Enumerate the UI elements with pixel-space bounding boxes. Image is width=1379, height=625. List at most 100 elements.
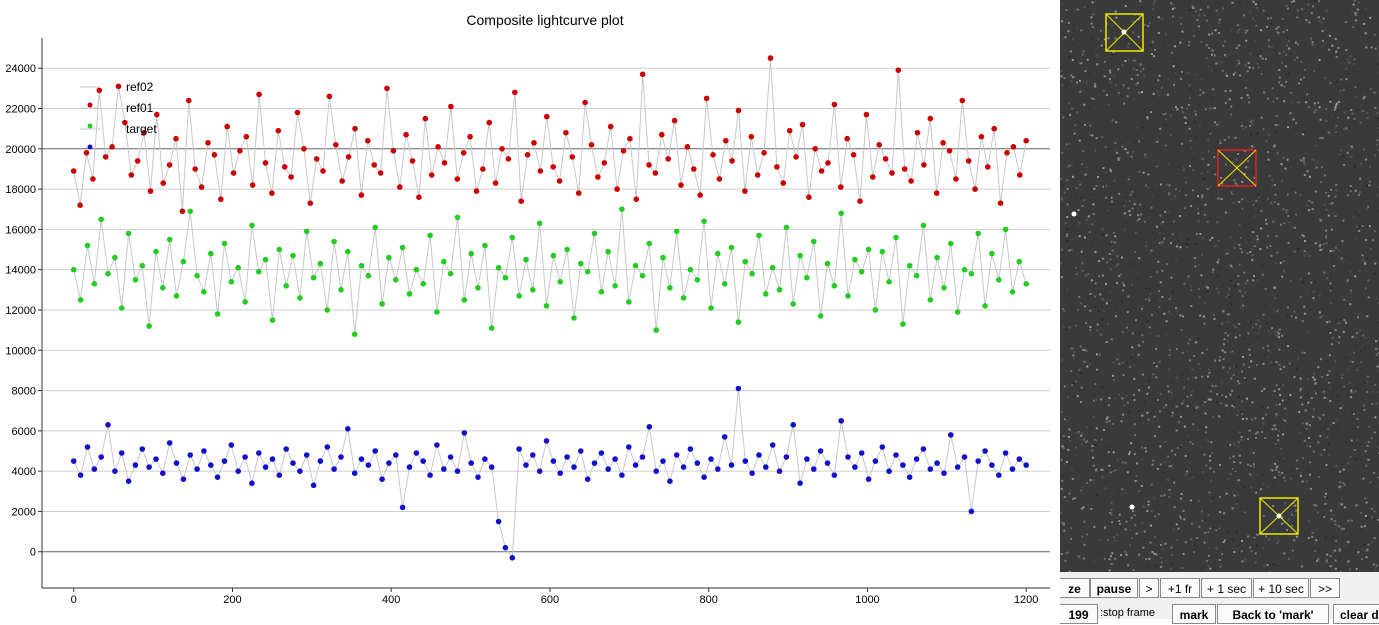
- data-point-target: [235, 468, 241, 474]
- data-point-ref02: [710, 152, 716, 158]
- data-point-ref01: [557, 279, 563, 285]
- data-point-ref02: [1023, 138, 1029, 144]
- data-point-target: [640, 454, 646, 460]
- data-point-target: [900, 462, 906, 468]
- data-point-ref02: [723, 138, 729, 144]
- data-point-ref02: [729, 158, 735, 164]
- data-point-target: [688, 446, 694, 452]
- data-point-ref02: [774, 164, 780, 170]
- data-point-target: [311, 483, 317, 489]
- data-point-ref01: [866, 247, 872, 253]
- data-point-target: [475, 474, 481, 480]
- data-point-target: [825, 460, 831, 466]
- data-point-target: [948, 432, 954, 438]
- data-point-ref01: [825, 261, 831, 267]
- data-point-target: [784, 454, 790, 460]
- data-point-target: [852, 464, 858, 470]
- data-point-target: [770, 442, 776, 448]
- data-point-ref02: [199, 184, 205, 190]
- data-point-target: [907, 474, 913, 480]
- data-point-target: [777, 468, 783, 474]
- data-point-ref01: [352, 331, 358, 337]
- marker-ref02[interactable]: [1106, 14, 1143, 51]
- freeze-button[interactable]: ze: [1060, 578, 1090, 598]
- data-point-ref01: [441, 259, 447, 265]
- plus-one-sec-button[interactable]: + 1 sec: [1201, 578, 1252, 598]
- data-point-ref02: [288, 174, 294, 180]
- data-point-ref02: [614, 186, 620, 192]
- data-point-ref02: [646, 162, 652, 168]
- data-point-ref01: [722, 281, 728, 287]
- pause-button[interactable]: pause: [1090, 578, 1138, 598]
- data-point-ref01: [208, 251, 214, 257]
- data-point-target: [359, 456, 365, 462]
- data-point-ref02: [244, 134, 250, 140]
- data-point-ref02: [787, 128, 793, 134]
- data-point-ref02: [333, 142, 339, 148]
- data-point-ref01: [605, 249, 611, 255]
- playback-controls: ze pause > +1 fr + 1 sec + 10 sec >> 199…: [1060, 572, 1379, 619]
- data-point-target: [681, 464, 687, 470]
- next-button[interactable]: >: [1139, 578, 1159, 598]
- data-point-target: [880, 444, 886, 450]
- data-point-ref02: [77, 202, 83, 208]
- data-point-target: [496, 519, 502, 525]
- data-point-ref01: [1017, 259, 1023, 265]
- stop-frame-input[interactable]: 199: [1060, 604, 1098, 624]
- data-point-target: [242, 454, 248, 460]
- data-point-ref02: [160, 180, 166, 186]
- data-point-ref01: [674, 229, 680, 235]
- data-point-target: [715, 466, 721, 472]
- marker-ref01[interactable]: [1260, 498, 1298, 534]
- data-point-target: [599, 450, 605, 456]
- data-point-ref01: [619, 206, 625, 212]
- data-point-target: [845, 454, 851, 460]
- back-to-mark-button[interactable]: Back to 'mark': [1217, 604, 1329, 624]
- fast-forward-button[interactable]: >>: [1310, 578, 1340, 598]
- data-point-ref01: [468, 251, 474, 257]
- plus-one-frame-button[interactable]: +1 fr: [1160, 578, 1200, 598]
- data-point-ref02: [653, 170, 659, 176]
- data-point-ref02: [806, 194, 812, 200]
- data-point-ref01: [578, 261, 584, 267]
- data-point-ref01: [140, 263, 146, 269]
- data-point-ref01: [852, 257, 858, 263]
- data-point-ref02: [832, 102, 838, 108]
- data-point-ref02: [844, 136, 850, 142]
- data-point-target: [866, 476, 872, 482]
- data-point-ref02: [953, 176, 959, 182]
- mark-button[interactable]: mark: [1172, 604, 1216, 624]
- data-point-target: [893, 452, 899, 458]
- marker-target[interactable]: [1218, 150, 1256, 186]
- data-point-target: [167, 440, 173, 446]
- data-point-ref01: [640, 273, 646, 279]
- data-point-ref02: [979, 134, 985, 140]
- clear-button[interactable]: clear d: [1333, 604, 1379, 624]
- data-point-target: [318, 458, 324, 464]
- data-point-ref02: [902, 166, 908, 172]
- data-point-ref02: [761, 150, 767, 156]
- data-point-ref02: [397, 184, 403, 190]
- data-point-ref02: [263, 160, 269, 166]
- data-point-ref02: [314, 156, 320, 162]
- data-point-ref01: [345, 249, 351, 255]
- data-point-target: [571, 464, 577, 470]
- data-point-ref01: [85, 243, 91, 249]
- data-point-target: [811, 466, 817, 472]
- data-point-ref02: [135, 158, 141, 164]
- data-point-ref02: [742, 188, 748, 194]
- data-point-target: [736, 386, 742, 392]
- x-tick-label: 400: [382, 594, 400, 606]
- data-point-ref02: [934, 190, 940, 196]
- data-point-target: [1017, 456, 1023, 462]
- data-point-ref01: [105, 271, 111, 277]
- data-point-target: [708, 456, 714, 462]
- legend-label-ref01: ref01: [126, 101, 154, 115]
- data-point-ref02: [410, 158, 416, 164]
- stop-frame-label: :stop frame: [1100, 607, 1155, 619]
- data-point-target: [277, 472, 283, 478]
- plus-ten-sec-button[interactable]: + 10 sec: [1253, 578, 1309, 598]
- data-point-target: [749, 470, 755, 476]
- data-point-target: [729, 462, 735, 468]
- data-point-ref01: [407, 291, 413, 297]
